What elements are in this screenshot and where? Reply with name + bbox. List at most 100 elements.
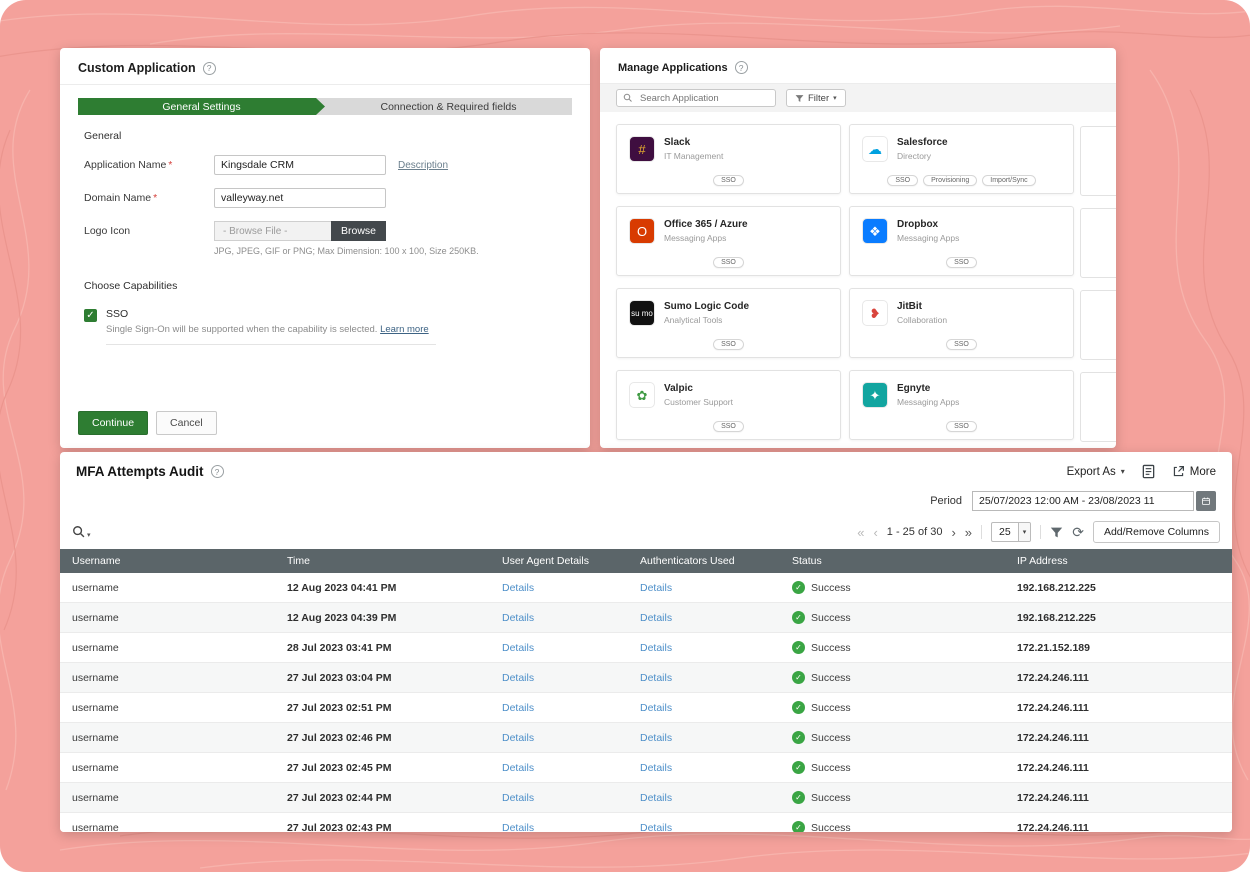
required-marker: * [153, 192, 158, 204]
app-card[interactable]: ✦ Egnyte Messaging Apps SSO [849, 370, 1074, 440]
user-agent-details-cell: Details [492, 722, 630, 753]
first-page-button[interactable]: « [857, 524, 865, 540]
app-card[interactable]: ❥ JitBit Collaboration SSO [849, 288, 1074, 358]
user-agent-details-link[interactable]: Details [502, 671, 535, 684]
domain-name-input[interactable] [214, 188, 386, 208]
help-icon[interactable]: ? [734, 61, 748, 74]
status-cell: ✓ Success [782, 752, 1007, 783]
app-name: Dropbox [897, 219, 939, 230]
success-check-icon: ✓ [792, 641, 805, 654]
app-card[interactable]: ☁ Salesforce Directory SSO Provisioning Im… [849, 124, 1074, 194]
calendar-icon[interactable] [1196, 491, 1216, 511]
success-check-icon: ✓ [792, 791, 805, 804]
user-agent-details-link[interactable]: Details [502, 821, 535, 833]
continue-button[interactable]: Continue [78, 411, 149, 435]
app-card[interactable]: # Slack IT Management SSO [616, 124, 841, 194]
col-user-agent-details[interactable]: User Agent Details [492, 549, 630, 573]
success-check-icon: ✓ [792, 761, 805, 774]
app-card-partial[interactable] [1080, 208, 1116, 278]
status-cell: ✓ Success [782, 692, 1007, 723]
learn-more-link[interactable]: Learn more [380, 324, 429, 335]
column-search-icon[interactable]: ▾ [72, 525, 91, 539]
authenticators-details-link[interactable]: Details [640, 821, 673, 833]
status-cell: ✓ Success [782, 602, 1007, 633]
user-agent-details-cell: Details [492, 752, 630, 783]
chevron-down-icon: ▾ [833, 95, 837, 102]
col-authenticators-used[interactable]: Authenticators Used [630, 549, 782, 573]
prev-page-button[interactable]: ‹ [873, 524, 878, 540]
app-card-partial[interactable] [1080, 126, 1116, 196]
col-ip-address[interactable]: IP Address [1007, 549, 1232, 573]
refresh-icon[interactable]: ⟳ [1072, 524, 1084, 540]
app-card[interactable]: ❖ Dropbox Messaging Apps SSO [849, 206, 1074, 276]
authenticators-details-link[interactable]: Details [640, 581, 673, 594]
filter-button[interactable]: Filter ▾ [786, 89, 846, 107]
authenticators-details-link[interactable]: Details [640, 611, 673, 624]
sso-description: Single Sign-On will be supported when th… [106, 324, 436, 345]
chevron-down-icon: ▾ [1120, 467, 1125, 476]
mfa-audit-table: Username Time User Agent Details Authent… [60, 549, 1232, 832]
logo-icon-label: Logo Icon [84, 225, 131, 237]
page-size-select[interactable]: 25 ▾ [991, 522, 1032, 542]
status-cell: ✓ Success [782, 722, 1007, 753]
authenticators-details-link[interactable]: Details [640, 701, 673, 714]
user-agent-details-link[interactable]: Details [502, 761, 535, 774]
col-status[interactable]: Status [782, 549, 1007, 573]
schedule-report-icon[interactable] [1141, 464, 1156, 479]
user-agent-details-link[interactable]: Details [502, 701, 535, 714]
help-icon[interactable]: ? [210, 465, 224, 478]
status-text: Success [811, 791, 851, 804]
help-icon[interactable]: ? [202, 61, 216, 75]
user-agent-details-link[interactable]: Details [502, 731, 535, 744]
success-check-icon: ✓ [792, 581, 805, 594]
add-remove-columns-button[interactable]: Add/Remove Columns [1092, 521, 1220, 543]
pagination-range: 1 - 25 of 30 [886, 526, 943, 538]
authenticators-used-cell: Details [630, 573, 782, 603]
ip-address-cell: 192.168.212.225 [1007, 602, 1232, 633]
app-category: Messaging Apps [897, 233, 960, 243]
app-card[interactable]: ✿ Valpic Customer Support SSO [616, 370, 841, 440]
search-application-input[interactable] [638, 91, 769, 105]
application-name-input[interactable] [214, 155, 386, 175]
app-card[interactable]: O Office 365 / Azure Messaging Apps SSO [616, 206, 841, 276]
app-card[interactable]: su mo Sumo Logic Code Analytical Tools S… [616, 288, 841, 358]
authenticators-details-link[interactable]: Details [640, 731, 673, 744]
user-agent-details-cell: Details [492, 662, 630, 693]
user-agent-details-link[interactable]: Details [502, 791, 535, 804]
export-as-button[interactable]: Export As ▾ [1066, 465, 1125, 478]
step-general-settings[interactable]: General Settings [78, 98, 325, 115]
filter-icon[interactable] [1050, 526, 1063, 539]
username-cell: username [60, 632, 277, 663]
browse-button[interactable]: Browse [330, 221, 386, 241]
more-button[interactable]: More [1172, 465, 1216, 478]
sso-checkbox[interactable]: ✓ [84, 309, 97, 322]
authenticators-details-link[interactable]: Details [640, 791, 673, 804]
success-check-icon: ✓ [792, 611, 805, 624]
capability-badges: SSO [850, 339, 1073, 350]
user-agent-details-link[interactable]: Details [502, 611, 535, 624]
time-cell: 27 Jul 2023 02:45 PM [277, 752, 492, 783]
application-name-label: Application Name * [84, 159, 173, 171]
user-agent-details-link[interactable]: Details [502, 581, 535, 594]
next-page-button[interactable]: › [951, 524, 956, 540]
step-connection-required-fields[interactable]: Connection & Required fields [380, 100, 517, 113]
last-page-button[interactable]: » [964, 524, 973, 540]
time-cell: 27 Jul 2023 03:04 PM [277, 662, 492, 693]
period-label: Period [930, 495, 962, 507]
authenticators-details-link[interactable]: Details [640, 761, 673, 774]
app-card-partial[interactable] [1080, 290, 1116, 360]
period-range-input[interactable] [972, 491, 1194, 511]
authenticators-details-link[interactable]: Details [640, 641, 673, 654]
capability-badge: SSO [946, 421, 977, 432]
cancel-button[interactable]: Cancel [156, 411, 217, 435]
time-cell: 27 Jul 2023 02:51 PM [277, 692, 492, 723]
application-search [616, 89, 776, 107]
col-time[interactable]: Time [277, 549, 492, 573]
table-header-row: Username Time User Agent Details Authent… [60, 549, 1232, 573]
app-card-partial[interactable] [1080, 372, 1116, 442]
authenticators-details-link[interactable]: Details [640, 671, 673, 684]
description-link[interactable]: Description [398, 159, 449, 171]
user-agent-details-link[interactable]: Details [502, 641, 535, 654]
capability-badge: SSO [713, 175, 744, 186]
col-username[interactable]: Username [60, 549, 277, 573]
